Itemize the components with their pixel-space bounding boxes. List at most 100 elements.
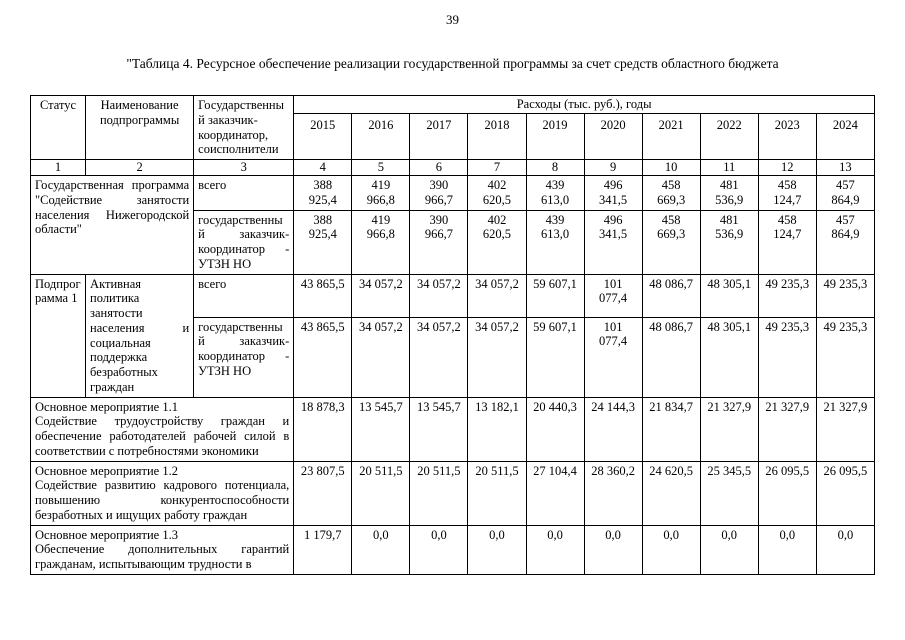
value-cell: 59 607,1: [525, 273, 585, 318]
column-number: 1: [29, 159, 87, 176]
value-cell: 439 613,0: [525, 175, 585, 211]
value-cell: 20 440,3: [525, 396, 585, 462]
value-cell: 48 305,1: [699, 273, 759, 318]
value-cell: 419 966,8: [351, 175, 411, 211]
event-1-2-desc: Содействие развитию кадрового потенциала…: [35, 478, 290, 522]
header-coordinator: Государственный заказчик-координатор, со…: [193, 95, 295, 160]
value-cell: 390 966,7: [409, 175, 469, 211]
value-cell: 49 235,3: [757, 316, 817, 398]
column-number: 6: [409, 159, 469, 176]
value-cell: 0,0: [467, 524, 527, 575]
value-cell: 28 360,2: [583, 460, 643, 526]
header-status: Статус: [29, 95, 87, 160]
row-event-1-2: Основное мероприятие 1.2 Содействие разв…: [29, 460, 876, 526]
value-cell: 26 095,5: [757, 460, 817, 526]
value-cell: 25 345,5: [699, 460, 759, 526]
year-header-2020: 2020: [583, 113, 643, 160]
value-cell: 26 095,5: [815, 460, 876, 526]
value-cell: 0,0: [757, 524, 817, 575]
value-cell: 34 057,2: [351, 316, 411, 398]
value-cell: 49 235,3: [815, 273, 876, 318]
row-event-1-1: Основное мероприятие 1.1 Содействие труд…: [29, 396, 876, 462]
value-cell: 402 620,5: [467, 175, 527, 211]
column-number: 7: [467, 159, 527, 176]
value-cell: 24 620,5: [641, 460, 701, 526]
year-header-2022: 2022: [699, 113, 759, 160]
event-1-1-desc: Содействие трудоустройству граждан и обе…: [35, 414, 290, 458]
year-header-2024: 2024: [815, 113, 876, 160]
column-number: 12: [757, 159, 817, 176]
value-cell: 59 607,1: [525, 316, 585, 398]
column-number: 11: [699, 159, 759, 176]
event-1-2-cell: Основное мероприятие 1.2 Содействие разв…: [29, 460, 295, 526]
column-number: 4: [293, 159, 353, 176]
subprogram1-coordinator-label: государственный заказчик-координатор - У…: [193, 316, 295, 398]
value-cell: 0,0: [525, 524, 585, 575]
value-cell: 21 327,9: [699, 396, 759, 462]
column-number: 3: [193, 159, 295, 176]
subprogram1-status-cell: Подпрограмма 1: [29, 273, 87, 398]
year-header-2018: 2018: [467, 113, 527, 160]
column-number: 9: [583, 159, 643, 176]
header-expenses: Расходы (тыс. руб.), годы: [293, 94, 875, 115]
value-cell: 496 341,5: [583, 175, 643, 211]
value-cell: 388 925,4: [293, 175, 353, 211]
value-cell: 0,0: [351, 524, 411, 575]
value-cell: 0,0: [583, 524, 643, 575]
year-header-2016: 2016: [351, 113, 411, 160]
value-cell: 0,0: [699, 524, 759, 575]
value-cell: 402 620,5: [467, 209, 527, 275]
row-event-1-3: Основное мероприятие 1.3 Обеспечение доп…: [29, 524, 876, 575]
program-coordinator-label: государственный заказчик-координатор - У…: [193, 209, 295, 275]
header-subprogram: Наименование подпрограммы: [85, 95, 195, 160]
subprogram1-name-cell: Активная политика занятости населения и …: [85, 273, 195, 398]
value-cell: 13 182,1: [467, 396, 527, 462]
value-cell: 48 305,1: [699, 316, 759, 398]
value-cell: 458 124,7: [757, 209, 817, 275]
value-cell: 390 966,7: [409, 209, 469, 275]
value-cell: 457 864,9: [815, 209, 876, 275]
subprogram1-total-label: всего: [193, 273, 295, 318]
page-number: 39: [446, 12, 459, 27]
value-cell: 43 865,5: [293, 316, 353, 398]
value-cell: 21 834,7: [641, 396, 701, 462]
program-name-cell: Государственная программа "Содействие за…: [29, 175, 195, 275]
value-cell: 49 235,3: [757, 273, 817, 318]
program-total-label: всего: [193, 175, 295, 211]
value-cell: 496 341,5: [583, 209, 643, 275]
event-1-2-label: Основное мероприятие 1.2: [35, 463, 178, 478]
value-cell: 481 536,9: [699, 209, 759, 275]
value-cell: 101 077,4: [583, 316, 643, 398]
column-number: 10: [641, 159, 701, 176]
value-cell: 48 086,7: [641, 316, 701, 398]
value-cell: 34 057,2: [467, 316, 527, 398]
header-row-numbers: 1 2 3 4 5 6 7 8 9 10 11 12 13: [29, 159, 876, 176]
event-1-3-label: Основное мероприятие 1.3: [35, 527, 178, 542]
row-program-coordinator: государственный заказчик-координатор - У…: [31, 209, 876, 275]
value-cell: 34 057,2: [409, 273, 469, 318]
year-header-2021: 2021: [641, 113, 701, 160]
value-cell: 13 545,7: [409, 396, 469, 462]
value-cell: 0,0: [409, 524, 469, 575]
value-cell: 34 057,2: [351, 273, 411, 318]
column-number: 2: [85, 159, 195, 176]
value-cell: 457 864,9: [815, 175, 876, 211]
header-row-years: 2015 2016 2017 2018 2019 2020 2021 2022 …: [31, 113, 876, 160]
value-cell: 458 669,3: [641, 175, 701, 211]
value-cell: 18 878,3: [293, 396, 353, 462]
event-1-1-label: Основное мероприятие 1.1: [35, 399, 178, 414]
value-cell: 439 613,0: [525, 209, 585, 275]
value-cell: 0,0: [641, 524, 701, 575]
table-title: "Таблица 4. Ресурсное обеспечение реализ…: [126, 56, 779, 71]
value-cell: 20 511,5: [409, 460, 469, 526]
value-cell: 27 104,4: [525, 460, 585, 526]
value-cell: 20 511,5: [467, 460, 527, 526]
year-header-2023: 2023: [757, 113, 817, 160]
year-header-2017: 2017: [409, 113, 469, 160]
value-cell: 0,0: [815, 524, 876, 575]
row-program-total: Государственная программа "Содействие за…: [29, 175, 876, 275]
value-cell: 13 545,7: [351, 396, 411, 462]
value-cell: 49 235,3: [815, 316, 876, 398]
year-header-2019: 2019: [525, 113, 585, 160]
